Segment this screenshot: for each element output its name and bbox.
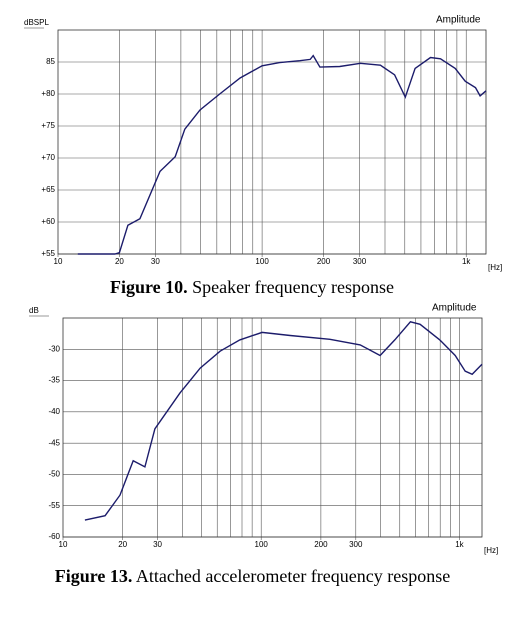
caption-label: Figure 10. [110, 277, 188, 297]
y-tick-label: +75 [41, 121, 55, 130]
y-tick-label: +60 [41, 217, 55, 226]
y-axis-label: dB [29, 306, 39, 315]
y-tick-label: +55 [41, 249, 55, 258]
y-tick-label: +65 [41, 185, 55, 194]
caption-label: Figure 13. [55, 566, 133, 586]
x-tick-label: 100 [255, 540, 269, 549]
x-tick-label: 20 [118, 540, 127, 549]
x-tick-label: 1k [462, 257, 471, 266]
x-tick-label: 200 [317, 257, 331, 266]
x-tick-label: 200 [314, 540, 328, 549]
plot-frame [62, 317, 483, 538]
y-tick-label: -30 [48, 344, 60, 353]
x-tick-label: 300 [349, 540, 363, 549]
y-tick-label: -45 [48, 438, 60, 447]
legend-entry: Amplitude [436, 15, 481, 26]
x-tick-label: 1k [455, 540, 464, 549]
y-tick-label: -50 [48, 470, 60, 479]
x-tick-label: 100 [255, 257, 269, 266]
x-tick-label: 300 [353, 257, 367, 266]
y-tick-label: -35 [48, 376, 60, 385]
x-tick-label: 10 [54, 257, 63, 266]
x-unit: [Hz] [484, 546, 498, 555]
plot-frame [57, 29, 487, 255]
y-tick-label: -60 [48, 532, 60, 541]
series-line [77, 54, 487, 255]
y-tick-label: +80 [41, 89, 55, 98]
x-tick-label: 20 [115, 257, 124, 266]
x-tick-label: 10 [59, 540, 68, 549]
y-tick-label: -55 [48, 501, 60, 510]
caption-text: Speaker frequency response [192, 277, 394, 297]
caption: Figure 10. Speaker frequency response [110, 277, 394, 297]
y-tick-label: +70 [41, 153, 55, 162]
x-tick-label: 30 [151, 257, 160, 266]
legend-entry: Amplitude [432, 303, 477, 314]
x-unit: [Hz] [488, 263, 502, 272]
caption: Figure 13. Attached accelerometer freque… [55, 566, 451, 586]
caption-text: Attached accelerometer frequency respons… [136, 566, 450, 586]
y-tick-label: 85 [46, 57, 55, 66]
x-tick-label: 30 [153, 540, 162, 549]
y-tick-label: -40 [48, 407, 60, 416]
y-axis-label: dBSPL [24, 18, 49, 27]
series-line [84, 321, 483, 521]
